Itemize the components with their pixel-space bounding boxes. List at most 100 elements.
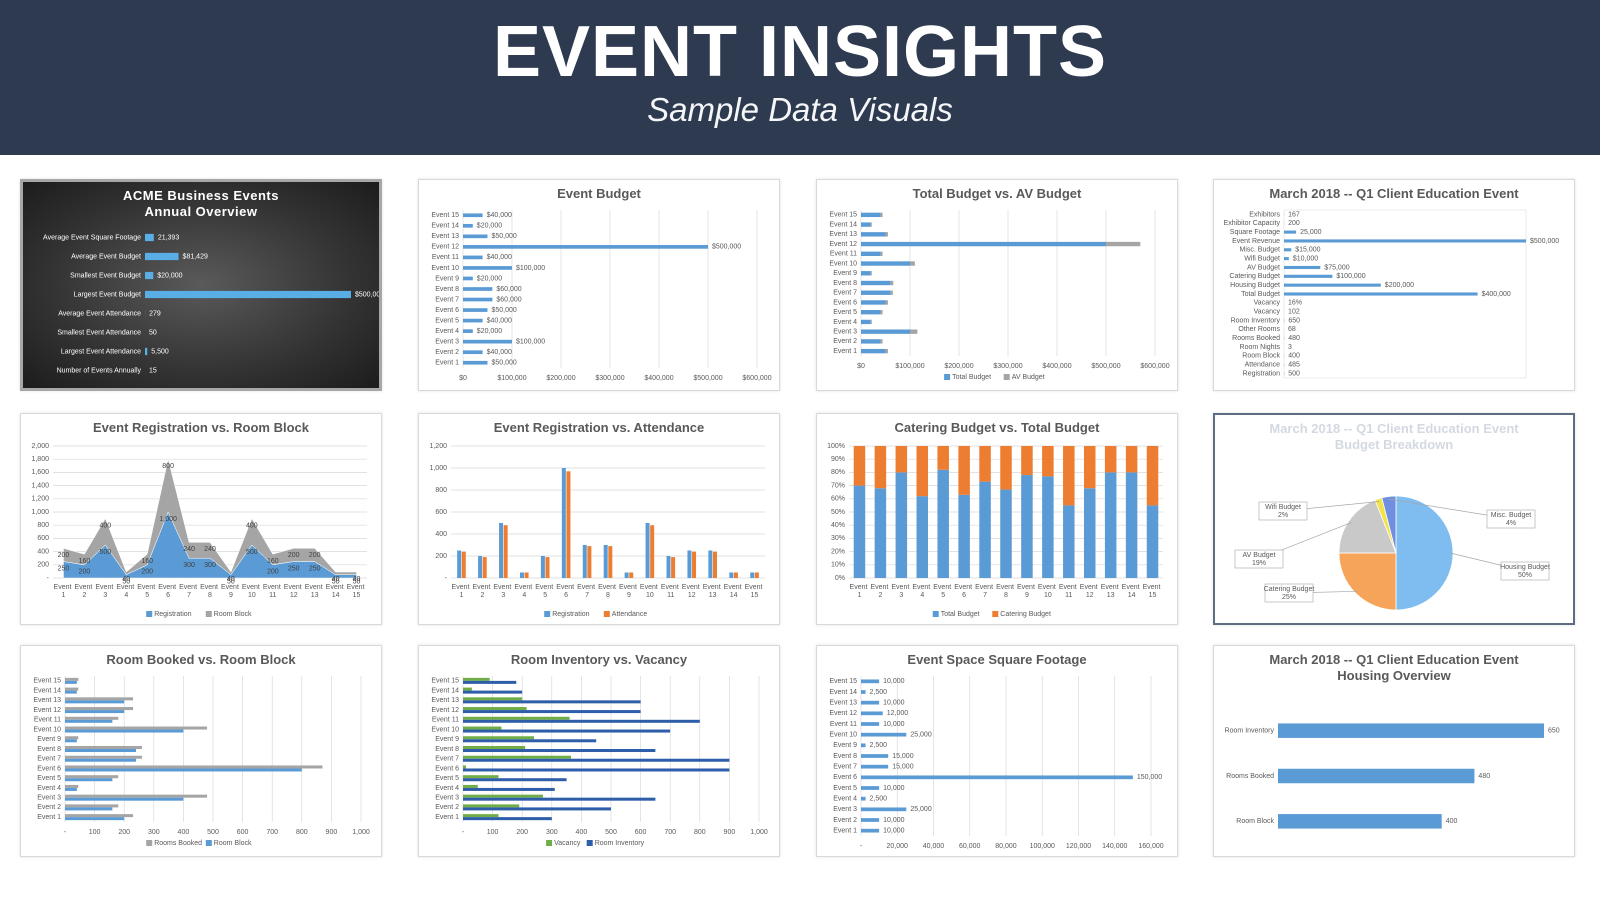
data-label: 240 [183, 546, 195, 553]
bar [65, 745, 142, 749]
bar [861, 300, 886, 305]
label-line: Event [452, 584, 472, 591]
category-label: Event 14 [829, 221, 857, 228]
chart-panel: $0 $100,000 $200,000 $300,000 $400,000 $500,0… [816, 179, 1178, 391]
legend-label: Rooms Booked [154, 840, 202, 847]
category-label: Event 13 [33, 697, 61, 704]
bar [861, 310, 881, 315]
bar [880, 251, 883, 256]
legend-swatch [992, 611, 999, 617]
bar [463, 749, 656, 753]
label-line: Event [954, 584, 974, 591]
bar [874, 488, 887, 578]
legend-swatch [205, 611, 212, 617]
label-line: Event [326, 584, 346, 591]
bar [503, 525, 508, 578]
x-tick-label: Event 10 [242, 584, 262, 599]
x-tick-label: Event 15 [745, 584, 765, 599]
label-line: Event [1143, 584, 1163, 591]
chart-panel: 0% 10% 20% 30% 40% 50% 60% 70% 80% 90% 100% Event 1… [816, 413, 1178, 625]
label-line: Event [305, 584, 325, 591]
page-title: EVENT INSIGHTS [492, 12, 1108, 92]
slice-value: 4% [1506, 520, 1516, 527]
data-label: 3 [1288, 344, 1292, 351]
category-label: Event 5 [833, 785, 857, 792]
x-tick-label: Event 9 [1017, 584, 1037, 599]
data-label: 5,500 [151, 348, 169, 355]
data-label: 50 [227, 579, 235, 586]
bar [861, 212, 881, 218]
x-tick-label: 1,000 [750, 829, 768, 836]
x-tick-label: 200 [516, 829, 528, 836]
chart-title: Catering Budget vs. Total Budget [894, 420, 1100, 435]
category-label: Number of Events Annually [57, 367, 142, 374]
x-tick-label: $500,000 [693, 375, 722, 382]
label-line: Event [74, 584, 94, 591]
category-label: Event 2 [833, 338, 857, 345]
label-line: Event [514, 584, 534, 591]
bar [861, 700, 880, 705]
data-label: $40,000 [487, 317, 512, 324]
label-line: 9 [229, 592, 233, 599]
label-line: 1 [460, 592, 464, 599]
category-label: Event 4 [435, 785, 459, 792]
x-tick-label: 100 [487, 829, 499, 836]
category-label: Event 12 [431, 707, 459, 714]
data-label: $100,000 [1336, 273, 1365, 280]
data-label: 400 [99, 522, 111, 529]
bar [1278, 768, 1475, 784]
chart-panel: Average Event Square Footage 21,393 Averag… [20, 179, 382, 391]
data-label: $20,000 [477, 223, 502, 230]
bar [463, 745, 526, 749]
bar [463, 287, 493, 291]
x-tick-label: 140,000 [1102, 843, 1127, 850]
data-label: $500,000 [1530, 238, 1559, 245]
bar [1083, 488, 1096, 578]
category-label: Event 5 [37, 775, 61, 782]
label-line: Event [850, 584, 870, 591]
category-label: Smallest Event Attendance [57, 329, 141, 336]
label-line: Event [54, 584, 74, 591]
bar [645, 523, 650, 578]
x-tick-label: $0 [459, 375, 467, 382]
area [63, 459, 357, 576]
legend-label: AV Budget [1012, 374, 1045, 381]
category-label: Event 7 [37, 756, 61, 763]
bar [1146, 446, 1159, 506]
bar [870, 222, 872, 227]
data-label: 400 [246, 522, 258, 529]
bar [463, 758, 730, 762]
x-tick-label: Event 11 [263, 584, 283, 599]
data-label: $60,000 [496, 286, 521, 293]
bar [65, 729, 184, 733]
label-line: 7 [983, 592, 987, 599]
x-tick-label: 300 [546, 829, 558, 836]
bar [145, 271, 154, 280]
bar [1284, 265, 1321, 270]
bar [463, 726, 502, 730]
category-label: Event 15 [829, 678, 857, 685]
data-label: 500 [99, 549, 111, 556]
bar [478, 556, 483, 578]
data-label: 200 [79, 569, 91, 576]
bar [861, 722, 880, 726]
bar [463, 223, 473, 228]
label-line: 12 [688, 592, 696, 599]
bar [861, 339, 881, 344]
x-tick-label: 600 [237, 829, 249, 836]
category-label: Housing Budget [1230, 282, 1280, 289]
category-label: Event 1 [833, 348, 857, 355]
label-line: Event [493, 584, 513, 591]
category-label: Event 3 [435, 795, 459, 802]
data-label: 10,000 [883, 785, 905, 792]
x-tick-label: Event 3 [891, 584, 911, 599]
category-label: Event 6 [833, 774, 857, 781]
data-label: 200 [1288, 220, 1300, 227]
bar [861, 796, 866, 801]
label-line: 14 [332, 592, 340, 599]
bar [65, 807, 113, 811]
chart-title: ACME Business Events Annual Overview [123, 188, 279, 219]
category-label: Event 8 [435, 746, 459, 753]
y-tick-label: 1,200 [429, 443, 447, 450]
pie-slice [1338, 499, 1397, 554]
